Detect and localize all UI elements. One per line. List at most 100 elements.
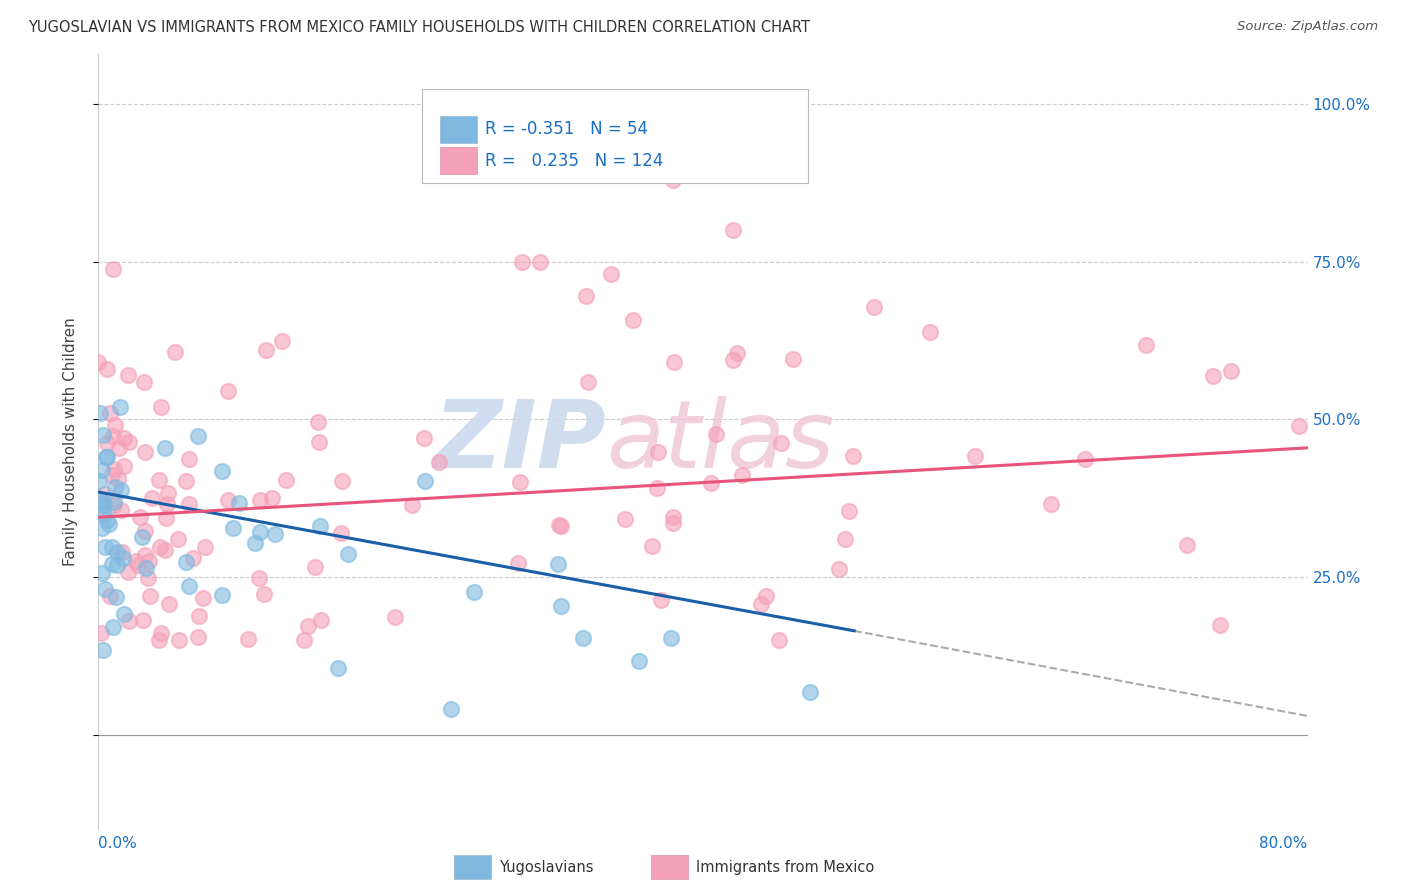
- Point: [1220, 364, 1243, 378]
- Point: [439, 702, 461, 716]
- Point: [249, 493, 271, 508]
- Point: [236, 632, 259, 646]
- Point: [108, 400, 131, 414]
- Point: [550, 599, 572, 613]
- Point: [862, 300, 884, 314]
- Point: [134, 561, 156, 575]
- Point: [155, 510, 177, 524]
- Point: [749, 597, 772, 611]
- Point: [661, 516, 683, 530]
- Text: 0.0%: 0.0%: [98, 836, 138, 851]
- Point: [103, 619, 125, 633]
- Point: [217, 384, 239, 399]
- Point: [413, 431, 436, 445]
- Point: [117, 368, 139, 382]
- Point: [1288, 418, 1310, 433]
- Point: [463, 585, 485, 599]
- Text: 80.0%: 80.0%: [1260, 836, 1308, 851]
- Point: [114, 459, 136, 474]
- Text: YUGOSLAVIAN VS IMMIGRANTS FROM MEXICO FAMILY HOUSEHOLDS WITH CHILDREN CORRELATIO: YUGOSLAVIAN VS IMMIGRANTS FROM MEXICO FA…: [28, 20, 810, 35]
- Point: [141, 491, 163, 505]
- Point: [723, 223, 745, 237]
- Point: [149, 540, 172, 554]
- Point: [91, 643, 114, 657]
- Point: [194, 540, 217, 554]
- Point: [297, 618, 319, 632]
- Point: [228, 496, 250, 510]
- Point: [155, 543, 177, 558]
- Point: [328, 661, 350, 675]
- Point: [1208, 618, 1230, 632]
- Point: [509, 475, 531, 490]
- Point: [101, 429, 124, 443]
- Point: [93, 507, 115, 521]
- Y-axis label: Family Households with Children: Family Households with Children: [63, 318, 77, 566]
- Point: [177, 579, 200, 593]
- Point: [91, 463, 114, 477]
- Point: [187, 609, 209, 624]
- Point: [110, 483, 132, 497]
- Point: [117, 566, 139, 580]
- Point: [249, 524, 271, 539]
- Point: [107, 472, 129, 486]
- Point: [96, 361, 118, 376]
- Point: [103, 494, 125, 508]
- Point: [103, 498, 125, 512]
- Text: R =   0.235   N = 124: R = 0.235 N = 124: [485, 152, 664, 169]
- Point: [89, 500, 111, 514]
- Point: [578, 375, 600, 389]
- Point: [307, 415, 329, 429]
- Point: [93, 487, 115, 501]
- Point: [89, 492, 111, 507]
- Point: [292, 633, 315, 648]
- Point: [117, 434, 139, 449]
- Point: [330, 474, 353, 488]
- Point: [754, 589, 776, 603]
- Point: [134, 445, 156, 459]
- Point: [1039, 497, 1062, 511]
- Point: [645, 481, 668, 495]
- Point: [1202, 368, 1225, 383]
- Point: [128, 510, 150, 524]
- Point: [413, 475, 436, 489]
- Point: [174, 555, 197, 569]
- Point: [211, 588, 233, 602]
- Point: [98, 406, 121, 420]
- Point: [111, 544, 134, 558]
- Point: [309, 613, 332, 627]
- Point: [704, 427, 727, 442]
- Point: [148, 473, 170, 487]
- Point: [101, 557, 124, 571]
- Point: [134, 548, 156, 562]
- Point: [274, 473, 297, 487]
- Point: [104, 480, 127, 494]
- Point: [127, 558, 149, 573]
- Point: [89, 406, 111, 420]
- Point: [90, 625, 112, 640]
- Point: [87, 474, 110, 488]
- Point: [94, 450, 117, 465]
- Point: [112, 607, 135, 621]
- Point: [247, 571, 270, 585]
- Point: [211, 464, 233, 478]
- Point: [177, 497, 200, 511]
- Point: [96, 513, 118, 527]
- Point: [621, 312, 644, 326]
- Point: [550, 519, 572, 533]
- Point: [125, 553, 148, 567]
- Point: [93, 540, 115, 554]
- Point: [308, 434, 330, 449]
- Point: [174, 474, 197, 488]
- Point: [1135, 337, 1157, 351]
- Point: [529, 254, 551, 268]
- Point: [254, 343, 277, 357]
- Point: [150, 626, 173, 640]
- Point: [304, 559, 326, 574]
- Point: [104, 590, 127, 604]
- Point: [167, 633, 190, 648]
- Point: [401, 499, 423, 513]
- Point: [799, 685, 821, 699]
- Point: [186, 630, 208, 644]
- Point: [148, 633, 170, 648]
- Point: [94, 582, 117, 597]
